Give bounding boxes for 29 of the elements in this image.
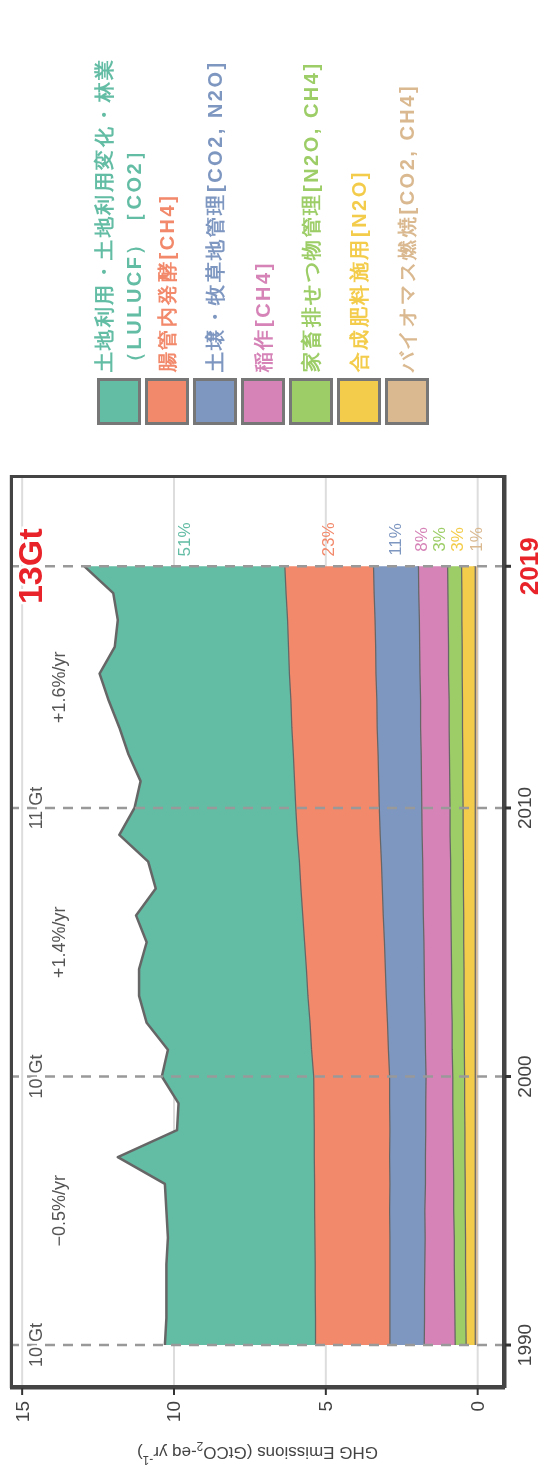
y-tick-label: 2010: [514, 786, 535, 830]
annotation: −0.5%/yr: [49, 1175, 70, 1247]
text: 土壌・牧草地管理[CO2, N2O]: [203, 59, 227, 372]
annotation: 23%: [319, 522, 339, 557]
x-tick-label: 10: [163, 1401, 185, 1423]
y-tick-label: 2019: [514, 537, 539, 596]
text: 合成肥料施用[N2O]: [347, 169, 371, 372]
x-tick-label: 15: [11, 1401, 33, 1423]
x-tick-label: 0: [467, 1401, 489, 1412]
ref-line-label: 13Gt: [11, 528, 49, 605]
text: 腸管内発酵[CH4]: [155, 192, 179, 372]
x-tick-label: 5: [315, 1401, 337, 1412]
annotation: +1.4%/yr: [49, 906, 70, 979]
text: バイオマス燃焼[CO2, CH4]: [395, 82, 419, 372]
y-tick-label: 2000: [514, 1055, 535, 1098]
annotation: 11%: [385, 523, 405, 556]
annotation: 51%: [174, 522, 194, 557]
text: 稲作[CH4]: [251, 260, 275, 372]
ref-line-label: 11 Gt: [26, 786, 46, 830]
annotation: 3%: [430, 527, 450, 552]
annotation: 8%: [411, 527, 431, 552]
ref-line-label: 10 Gt: [26, 1323, 46, 1368]
text: 家畜排せつ物管理[N2O, CH4]: [299, 60, 323, 372]
ref-line-label: 10 Gt: [26, 1054, 46, 1099]
y-tick-label: 1990: [514, 1323, 535, 1367]
annotation: 1%: [466, 527, 486, 552]
annotation: 3%: [448, 527, 468, 552]
annotation: +1.6%/yr: [49, 651, 70, 723]
text: 土地利用・土地利用変化・林業（LULUCF）［CO2］: [92, 56, 146, 372]
